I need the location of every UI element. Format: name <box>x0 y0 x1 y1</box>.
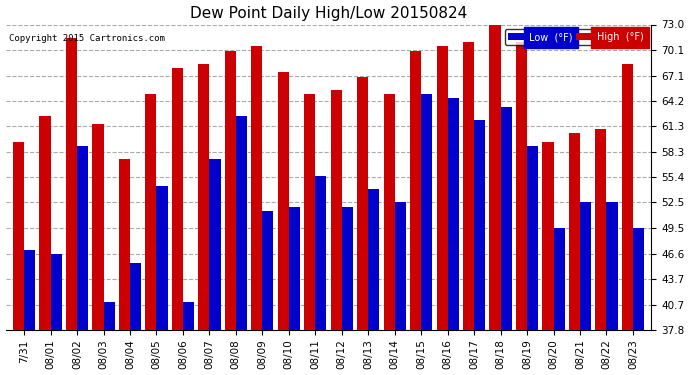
Bar <box>357 76 368 330</box>
Bar <box>119 159 130 330</box>
Bar <box>262 211 273 330</box>
Bar <box>13 142 24 330</box>
Bar <box>236 116 247 330</box>
Bar <box>183 302 194 330</box>
Bar <box>289 207 300 330</box>
Bar <box>542 142 553 330</box>
Bar <box>209 159 221 330</box>
Bar <box>569 133 580 330</box>
Bar <box>633 228 644 330</box>
Bar <box>463 42 474 330</box>
Bar <box>157 186 168 330</box>
Bar <box>395 202 406 330</box>
Bar <box>410 51 421 330</box>
Bar <box>251 46 262 330</box>
Bar <box>50 254 61 330</box>
Bar <box>580 202 591 330</box>
Bar <box>277 72 289 330</box>
Bar <box>553 228 564 330</box>
Bar <box>516 42 527 330</box>
Bar <box>331 90 342 330</box>
Bar <box>315 176 326 330</box>
Bar <box>384 94 395 330</box>
Title: Dew Point Daily High/Low 20150824: Dew Point Daily High/Low 20150824 <box>190 6 467 21</box>
Bar <box>368 189 380 330</box>
Bar <box>104 302 115 330</box>
Bar <box>24 250 35 330</box>
Bar <box>92 124 104 330</box>
Bar <box>474 120 485 330</box>
Bar <box>146 94 157 330</box>
Text: Copyright 2015 Cartronics.com: Copyright 2015 Cartronics.com <box>9 34 165 43</box>
Bar <box>342 207 353 330</box>
Bar <box>437 46 448 330</box>
Bar <box>304 94 315 330</box>
Legend: Low  (°F), High  (°F): Low (°F), High (°F) <box>505 29 647 45</box>
Bar <box>607 202 618 330</box>
Bar <box>225 51 236 330</box>
Bar <box>172 68 183 330</box>
Bar <box>130 263 141 330</box>
Bar <box>448 98 459 330</box>
Bar <box>77 146 88 330</box>
Bar <box>421 94 432 330</box>
Bar <box>489 24 500 330</box>
Bar <box>198 63 209 330</box>
Bar <box>527 146 538 330</box>
Bar <box>622 63 633 330</box>
Bar <box>595 129 607 330</box>
Bar <box>500 107 512 330</box>
Bar <box>66 38 77 330</box>
Bar <box>39 116 50 330</box>
